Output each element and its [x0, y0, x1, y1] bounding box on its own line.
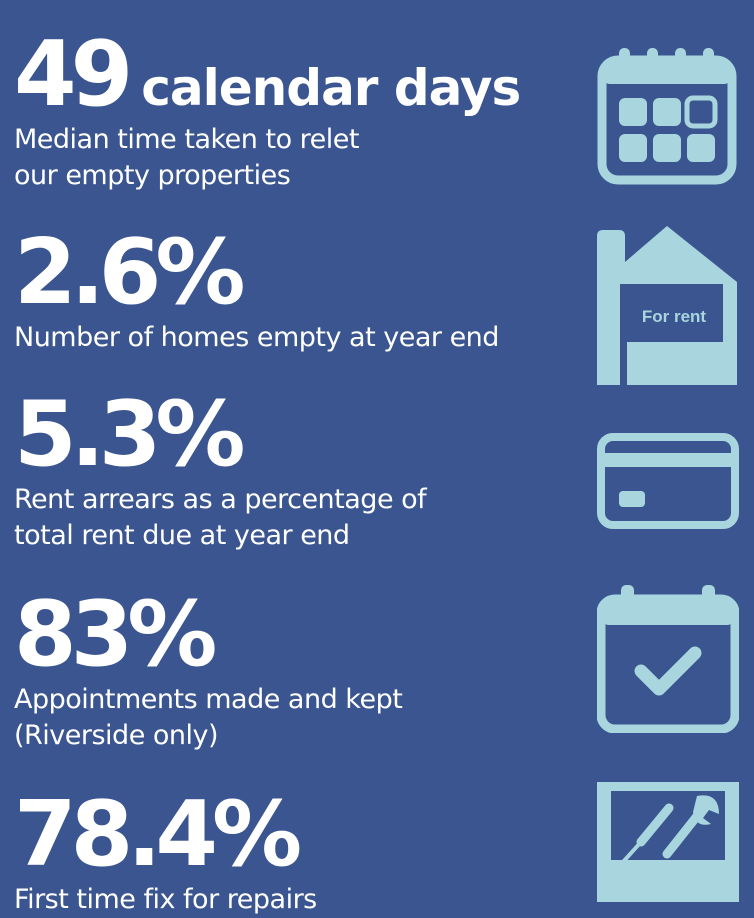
description-line: First time fix for repairs	[14, 884, 317, 915]
credit-card-icon	[597, 433, 739, 529]
wrench-icon	[662, 795, 719, 859]
stat-empty-homes: 2.6% Number of homes empty at year end	[14, 228, 499, 356]
stat-relet-time: 49 calendar days Median time taken to rel…	[14, 30, 521, 194]
stat-value: 5.3%	[14, 382, 246, 487]
description-line: Rent arrears as a percentage of	[14, 484, 427, 515]
calendar-check-icon	[597, 583, 739, 733]
toolbox-icon	[597, 778, 739, 902]
description-line: Median time taken to relet	[14, 124, 360, 155]
stat-description: First time fix for repairs	[14, 882, 317, 918]
stat-appointments: 83% Appointments made and kept (Riversid…	[14, 582, 403, 754]
stat-number: 49	[14, 22, 133, 127]
stat-description: Appointments made and kept (Riverside on…	[14, 682, 403, 754]
stat-first-time-fix: 78.4% First time fix for repairs	[14, 790, 317, 918]
description-line: Appointments made and kept	[14, 684, 403, 715]
stat-value: 78.4%	[14, 782, 302, 887]
stat-unit: calendar days	[141, 59, 521, 117]
description-line: Number of homes empty at year end	[14, 322, 499, 353]
calendar-grid-icon	[597, 46, 737, 186]
description-line: total rent due at year end	[14, 520, 350, 551]
stat-value: 83%	[14, 582, 217, 687]
description-line: (Riverside only)	[14, 720, 219, 751]
stat-value: 2.6%	[14, 220, 246, 325]
for-rent-house-icon: For rent	[597, 222, 739, 387]
stat-description: Number of homes empty at year end	[14, 320, 499, 356]
stat-description: Rent arrears as a percentage of total re…	[14, 482, 427, 554]
stat-description: Median time taken to relet our empty pro…	[14, 122, 520, 194]
description-line: our empty properties	[14, 160, 291, 191]
stat-value: 49 calendar days	[14, 30, 521, 120]
stat-rent-arrears: 5.3% Rent arrears as a percentage of tot…	[14, 382, 427, 554]
screwdriver-icon	[621, 803, 674, 864]
for-rent-sign: For rent	[642, 307, 707, 326]
